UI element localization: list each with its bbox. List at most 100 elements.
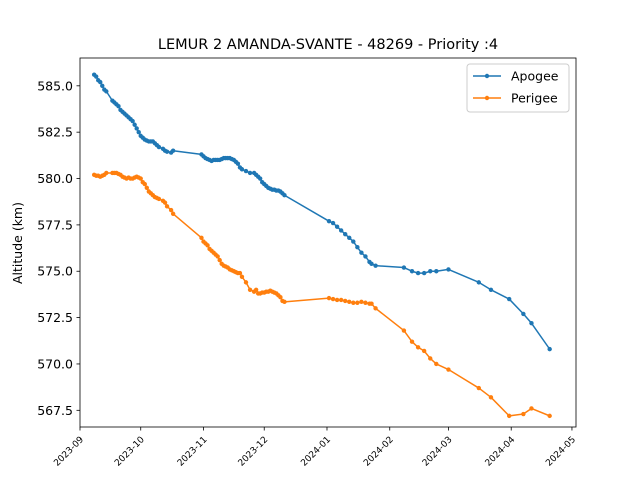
data-point-perigee — [347, 299, 352, 305]
data-point-apogee — [104, 89, 109, 94]
data-point-perigee — [521, 411, 526, 417]
data-point-perigee — [421, 348, 427, 354]
data-point-perigee — [351, 300, 356, 305]
data-point-apogee — [136, 129, 141, 135]
data-point-apogee — [170, 148, 176, 153]
data-point-perigee — [162, 200, 168, 205]
data-point-apogee — [547, 346, 552, 352]
data-point-perigee — [401, 328, 407, 333]
data-point-perigee — [363, 300, 368, 305]
data-point-apogee — [239, 167, 245, 172]
data-point-apogee — [156, 144, 162, 150]
data-point-apogee — [446, 267, 451, 272]
data-point-perigee — [488, 395, 494, 400]
y-tick-label: 575.0 — [37, 264, 73, 279]
data-point-perigee — [547, 413, 552, 419]
data-point-perigee — [409, 339, 415, 344]
data-point-apogee — [130, 118, 135, 124]
data-point-apogee — [401, 265, 407, 270]
data-point-apogee — [373, 263, 378, 268]
data-point-apogee — [94, 74, 99, 79]
legend-label: Perigee — [511, 91, 558, 106]
y-tick-label: 570.0 — [37, 356, 73, 371]
data-point-apogee — [334, 224, 340, 229]
data-point-perigee — [253, 287, 259, 292]
data-point-apogee — [326, 218, 332, 224]
legend: Apogee Perigee — [466, 63, 570, 113]
data-point-perigee — [282, 299, 287, 305]
data-point-perigee — [156, 196, 162, 202]
data-point-apogee — [521, 311, 526, 317]
data-point-apogee — [282, 193, 287, 198]
data-point-perigee — [247, 287, 253, 292]
data-point-perigee — [369, 301, 374, 306]
data-point-apogee — [330, 220, 336, 226]
y-tick-label: 577.5 — [37, 217, 73, 232]
data-point-apogee — [116, 104, 121, 109]
data-point-perigee — [330, 296, 336, 302]
data-point-perigee — [144, 185, 150, 190]
data-point-perigee — [446, 367, 451, 372]
data-point-apogee — [434, 269, 439, 274]
data-point-perigee — [104, 170, 109, 176]
plot-frame — [79, 57, 577, 428]
data-point-apogee — [359, 250, 364, 255]
data-point-apogee — [134, 126, 139, 131]
data-point-apogee — [98, 79, 103, 85]
y-tick-label: 567.5 — [37, 403, 73, 418]
data-point-perigee — [164, 204, 170, 209]
data-point-apogee — [529, 320, 534, 326]
data-point-apogee — [428, 269, 433, 274]
plot-area — [91, 72, 552, 419]
data-point-perigee — [529, 406, 534, 411]
data-point-apogee — [235, 161, 241, 166]
data-point-perigee — [334, 297, 340, 303]
data-point-perigee — [243, 280, 249, 285]
data-point-apogee — [369, 261, 374, 267]
data-point-perigee — [428, 356, 433, 361]
data-point-perigee — [168, 207, 174, 213]
data-point-perigee — [199, 235, 204, 241]
data-point-apogee — [247, 170, 253, 176]
data-point-perigee — [326, 295, 332, 301]
y-axis-label: Altitude (km) — [10, 202, 25, 284]
data-point-perigee — [142, 181, 147, 187]
data-point-perigee — [415, 345, 421, 350]
data-point-apogee — [506, 296, 512, 302]
y-tick-label: 585.0 — [37, 78, 73, 93]
data-point-perigee — [278, 295, 283, 300]
data-point-perigee — [373, 306, 378, 311]
data-point-perigee — [205, 243, 210, 248]
data-point-apogee — [415, 270, 421, 276]
data-point-apogee — [132, 122, 137, 127]
data-point-apogee — [409, 269, 415, 274]
data-point-perigee — [359, 299, 364, 305]
data-point-perigee — [476, 385, 482, 391]
data-point-perigee — [355, 300, 360, 305]
data-point-perigee — [506, 413, 512, 419]
data-point-apogee — [488, 287, 494, 292]
data-point-perigee — [338, 297, 344, 303]
y-tick-label: 580.0 — [37, 171, 73, 186]
data-point-perigee — [138, 176, 143, 181]
data-point-apogee — [243, 168, 249, 174]
data-point-apogee — [421, 270, 427, 276]
legend-swatch-marker — [484, 95, 490, 101]
data-point-apogee — [476, 280, 482, 285]
data-point-apogee — [164, 149, 170, 154]
series-perigee — [91, 170, 552, 419]
data-point-apogee — [363, 254, 368, 259]
data-point-apogee — [355, 244, 360, 250]
legend-swatch-marker — [484, 73, 490, 79]
data-point-apogee — [351, 239, 356, 244]
data-point-perigee — [239, 274, 245, 279]
data-point-perigee — [217, 257, 222, 263]
data-point-apogee — [100, 83, 105, 89]
series-apogee — [91, 72, 552, 352]
data-point-perigee — [237, 270, 243, 276]
data-point-perigee — [434, 361, 439, 367]
y-tick-label: 582.5 — [37, 125, 73, 140]
data-point-perigee — [343, 298, 348, 304]
data-point-perigee — [215, 254, 220, 259]
